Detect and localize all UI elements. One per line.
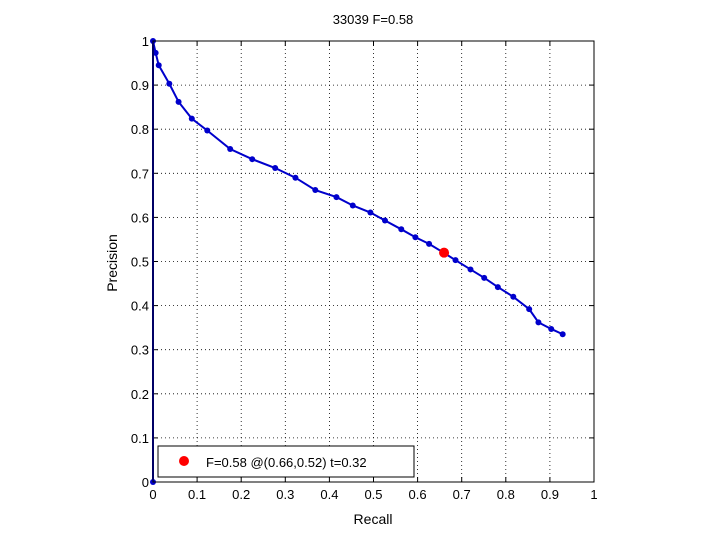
pr-curve-point: [367, 209, 374, 216]
x-tick-label: 0.8: [497, 487, 515, 502]
legend: F=0.58 @(0.66,0.52) t=0.32: [157, 445, 415, 478]
grid-lines: [153, 41, 594, 482]
pr-curve-point: [452, 257, 459, 264]
axis-ticks: 0 0.1 0.2 0.3 0.4 0.5 0.6 0.7 0.8 0.9 1 0 0.1 0.2 0.3 0…: [131, 34, 598, 502]
series-layer: [150, 38, 566, 485]
y-tick-label: 0.7: [131, 166, 149, 181]
y-tick-label: 0.9: [131, 78, 149, 93]
x-axis-label: Recall: [354, 511, 393, 527]
pr-curve-point: [333, 194, 340, 201]
x-tick-label: 0.6: [409, 487, 427, 502]
y-tick-label: 0.4: [131, 299, 149, 314]
pr-curve-line: [152, 40, 564, 482]
pr-curve-point: [559, 331, 566, 338]
y-tick-label: 0.5: [131, 255, 149, 270]
x-tick-label: 0.7: [453, 487, 471, 502]
y-tick-label: 0.2: [131, 387, 149, 402]
y-tick-label: 0: [142, 475, 149, 490]
pr-curve-point: [312, 187, 319, 194]
y-tick-label: 1: [142, 34, 149, 49]
x-tick-label: 0.9: [541, 487, 559, 502]
pr-curve-point: [155, 62, 162, 69]
pr-curve-point: [510, 293, 517, 300]
pr-curve-point: [204, 127, 211, 134]
best-f-point: [439, 247, 450, 258]
pr-curve-point: [494, 284, 501, 291]
x-tick-label: 0.1: [188, 487, 206, 502]
pr-curve-point: [481, 274, 488, 281]
pr-curve-point: [349, 202, 356, 209]
pr-curve-point: [166, 80, 173, 87]
legend-marker: [179, 456, 189, 466]
y-axis-label: Precision: [104, 234, 120, 292]
pr-curve-point: [152, 49, 159, 56]
plot-frame: [152, 40, 595, 483]
pr-curve-point: [292, 174, 299, 181]
pr-curve-point: [398, 226, 405, 233]
y-tick-label: 0.3: [131, 343, 149, 358]
pr-curve-point: [227, 146, 234, 153]
pr-curve-point: [535, 319, 542, 326]
legend-label: F=0.58 @(0.66,0.52) t=0.32: [206, 455, 367, 470]
x-tick-label: 0: [149, 487, 156, 502]
pr-curve-point: [175, 98, 182, 105]
x-tick-label: 1: [590, 487, 597, 502]
pr-curve-point: [272, 165, 279, 172]
y-tick-label: 0.6: [131, 210, 149, 225]
x-tick-label: 0.2: [232, 487, 250, 502]
chart-title: 33039 F=0.58: [333, 12, 414, 27]
x-tick-label: 0.3: [276, 487, 294, 502]
pr-curve-point: [412, 234, 419, 241]
y-tick-label: 0.8: [131, 122, 149, 137]
pr-curve-point: [548, 325, 555, 332]
y-tick-label: 0.1: [131, 431, 149, 446]
legend-box: [157, 445, 415, 478]
pr-curve-point: [526, 306, 533, 313]
x-tick-label: 0.5: [364, 487, 382, 502]
pr-curve-point: [249, 156, 256, 163]
pr-curve-point: [467, 266, 474, 273]
pr-curve-point: [188, 115, 195, 122]
pr-curve-point: [381, 217, 388, 224]
pr-curve-point: [426, 240, 433, 247]
x-tick-label: 0.4: [320, 487, 338, 502]
